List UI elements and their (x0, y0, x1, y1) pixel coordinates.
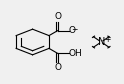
Text: OH: OH (69, 49, 83, 58)
Text: O: O (69, 26, 76, 35)
Text: +: + (104, 35, 110, 44)
Text: −: − (71, 25, 78, 34)
Text: N: N (98, 37, 105, 47)
Text: O: O (55, 12, 62, 21)
Text: O: O (55, 63, 62, 72)
